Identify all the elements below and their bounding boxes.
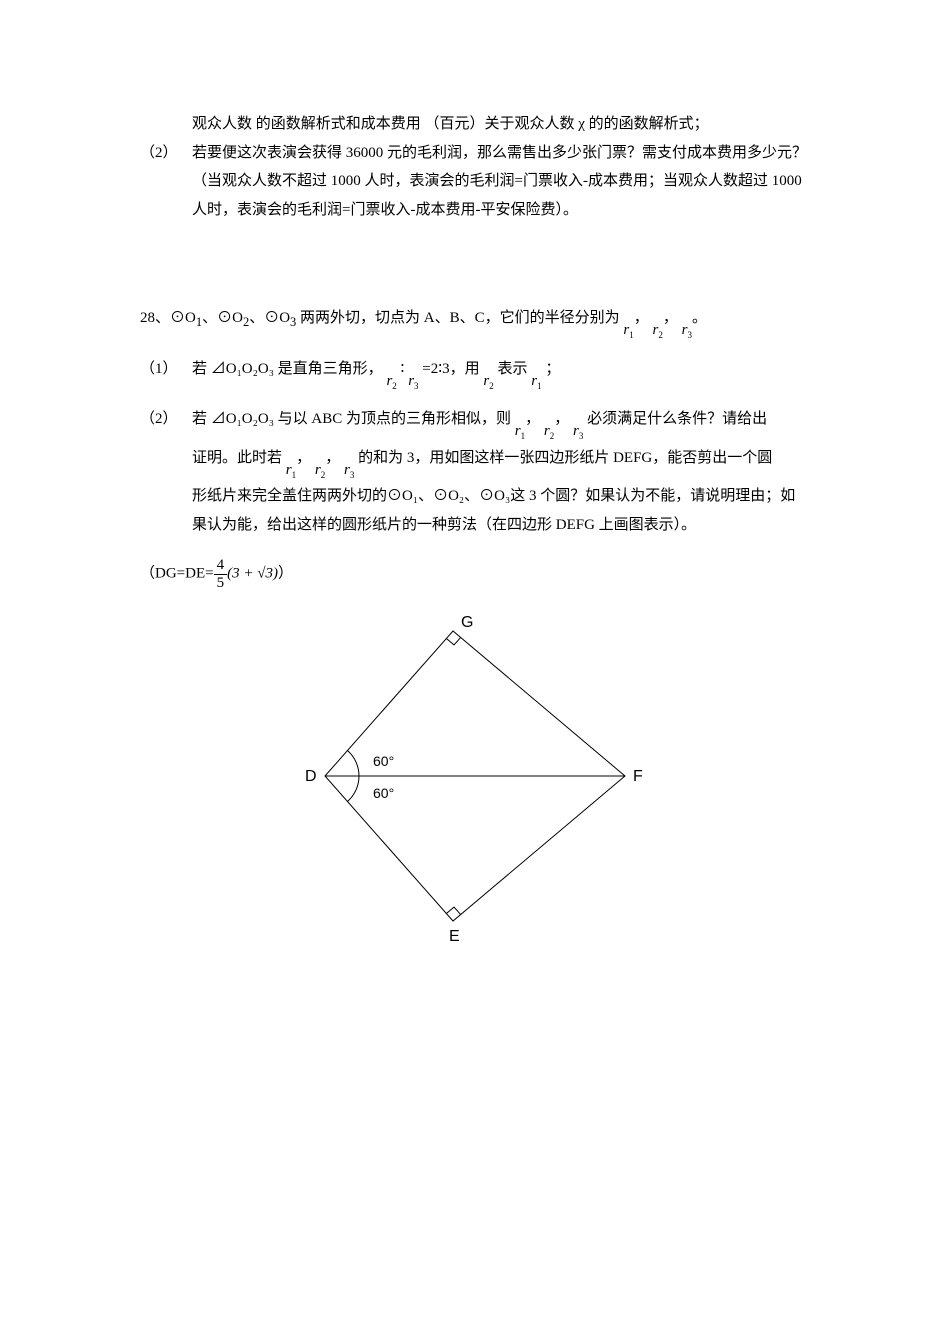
svg-text:G: G (461, 614, 473, 631)
text: 、⊙O (202, 310, 243, 326)
text: =2∶3，用 (422, 361, 479, 377)
r2-symbol: r2 (483, 373, 493, 389)
text: 28、⊙O (140, 310, 196, 326)
q28-heading: 28、⊙O 1 、⊙O 2 、⊙O 3 两两外切，切点为 A、B、C，它们的半径分别为 r… (140, 304, 810, 337)
text: （DG=DE= (140, 565, 214, 581)
text: 1 (629, 330, 634, 340)
text: 3 (687, 330, 692, 340)
item-body: 若 ⊿O₁O₂O₃ 是直角三角形， r2 ∶ r3 =2∶3，用 r2 表示 r… (192, 355, 810, 388)
svg-text:F: F (633, 768, 643, 785)
numerator: 4 (214, 557, 228, 575)
r2-symbol: r2 (544, 423, 554, 439)
text: ， (325, 450, 340, 466)
item-label: （2） (140, 405, 192, 434)
text: ； (545, 361, 560, 377)
r3-symbol: r3 (344, 462, 354, 478)
kite-svg: 60° 60° D F G E (265, 601, 685, 961)
text: ， (663, 310, 678, 326)
r3-symbol: r3 (682, 322, 692, 338)
text: 3 (350, 470, 355, 480)
svg-text:E: E (449, 928, 460, 945)
svg-text:D: D (305, 768, 317, 785)
paren-expr: (3 + √3) (227, 565, 278, 581)
text: 形纸片来完全盖住两两外切的⊙O₁、⊙O₂、⊙O₃这 3 个圆？如果认为不能，请说… (192, 488, 795, 533)
prev-question-fragment-line: 观众人数 的函数解析式和成本费用 （百元）关于观众人数 χ 的的函数解析式； (140, 110, 810, 139)
r2-symbol: r2 (386, 373, 396, 389)
text: ） (278, 565, 293, 581)
r3-symbol: r3 (408, 373, 418, 389)
text: 若 ⊿O₁O₂O₃ 与以 ABC 为顶点的三角形相似，则 (192, 411, 511, 427)
prev-question-item-2: （2） 若要便这次表演会获得 36000 元的毛利润，那么需售出多少张门票？需支… (140, 139, 810, 225)
text: ， (525, 411, 540, 427)
r1-symbol: r1 (531, 373, 541, 389)
text: 证明。此时若 (192, 450, 282, 466)
r2-symbol: r2 (315, 462, 325, 478)
text: 必须满足什么条件？请给出 (587, 411, 767, 427)
denominator: 5 (214, 575, 228, 592)
kite-diagram: 60° 60° D F G E (140, 601, 810, 972)
text: 2 (321, 470, 326, 480)
text: 若 ⊿O₁O₂O₃ 是直角三角形， (192, 361, 383, 377)
text: 两两外切，切点为 A、B、C，它们的半径分别为 (300, 310, 620, 326)
text: 表示 (498, 361, 528, 377)
text: 的和为 3，用如图这样一张四边形纸片 DEFG，能否剪出一个圆 (358, 450, 772, 466)
text: 2 (550, 431, 555, 441)
r3-symbol: r3 (573, 423, 583, 439)
text: ∶ (401, 361, 405, 377)
text: 2 (489, 381, 494, 391)
text: 观众人数 的函数解析式和成本费用 （百元）关于观众人数 χ 的的函数解析式； (192, 116, 709, 132)
item-body: 若 ⊿O₁O₂O₃ 与以 ABC 为顶点的三角形相似，则 r1， r2， r3 … (192, 405, 810, 539)
item-body: 若要便这次表演会获得 36000 元的毛利润，那么需售出多少张门票？需支付成本费… (192, 139, 810, 225)
r1-symbol: r1 (515, 423, 525, 439)
text: ， (296, 450, 311, 466)
svg-text:60°: 60° (373, 753, 394, 769)
svg-text:60°: 60° (373, 785, 394, 801)
text: 2 (392, 381, 397, 391)
text: 3 (579, 431, 584, 441)
q28-sub1: （1） 若 ⊿O₁O₂O₃ 是直角三角形， r2 ∶ r3 =2∶3，用 r2 … (140, 355, 810, 388)
text: 1 (292, 470, 297, 480)
text: 3 (414, 381, 419, 391)
text: ， (554, 411, 569, 427)
q28-sub2: （2） 若 ⊿O₁O₂O₃ 与以 ABC 为顶点的三角形相似，则 r1， r2，… (140, 405, 810, 539)
text: 1 (537, 381, 542, 391)
item-label: （2） (140, 139, 192, 168)
text: 2 (658, 330, 663, 340)
text: ， (634, 310, 649, 326)
page: 观众人数 的函数解析式和成本费用 （百元）关于观众人数 χ 的的函数解析式； （… (0, 0, 950, 1032)
text: 。 (692, 310, 707, 326)
r2-symbol: r2 (653, 322, 663, 338)
fraction: 45 (214, 557, 228, 591)
item-label: （1） (140, 355, 192, 384)
dimension-note: （DG=DE=45(3 + √3)） (140, 557, 810, 591)
text: 1 (521, 431, 526, 441)
text: 、⊙O (249, 310, 290, 326)
r1-symbol: r1 (286, 462, 296, 478)
r1-symbol: r1 (623, 322, 633, 338)
